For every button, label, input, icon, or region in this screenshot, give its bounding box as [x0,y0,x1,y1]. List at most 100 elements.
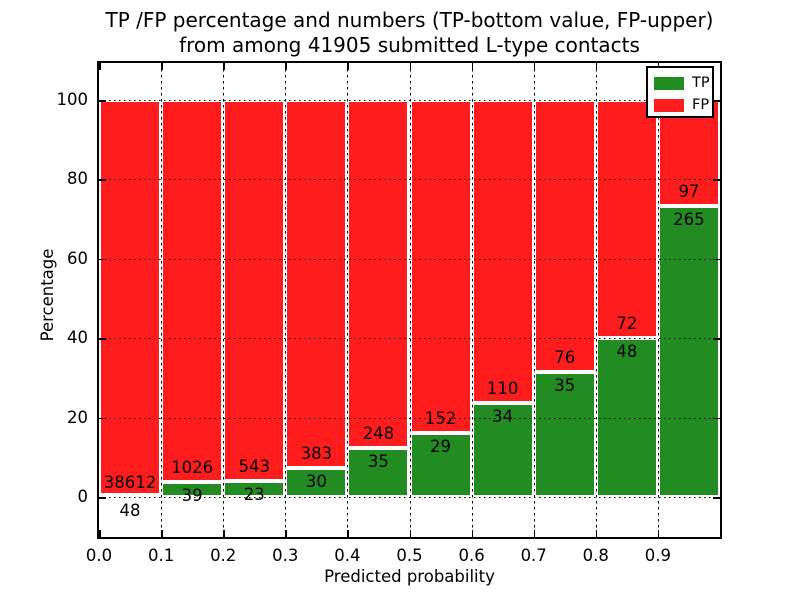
gridline-vertical [409,63,411,537]
x-tick-mark [471,63,474,70]
y-tick-mark [99,417,106,420]
x-tick-label: 0.7 [520,546,547,565]
plot-area: TP FP 38612 48 1026 39 543 23 383 30 248 35 152 29 1… [57,61,722,565]
gridline-vertical [595,63,597,537]
x-tick-mark [285,63,287,70]
tp-count-label: 48 [616,342,638,362]
bar-segment-fp [471,100,534,404]
fp-count-label: 248 [362,423,395,443]
bar-group [595,100,658,497]
bar-group [471,100,534,497]
x-tick-mark [533,530,536,537]
legend: TP FP [646,66,714,118]
tp-count-label: 48 [119,500,141,520]
y-tick-mark [713,179,720,181]
bar-segment-tp [285,468,348,497]
bar-segment-fp [99,100,162,497]
bar-group [657,100,720,497]
fp-count-label: 152 [424,409,457,429]
bar-segment-tp [223,480,286,497]
gridline-vertical [347,63,349,537]
fp-count-label: 110 [486,379,519,399]
fp-count-label: 38612 [103,472,157,492]
tp-count-label: 29 [430,437,452,457]
bar-segment-fp [285,100,348,469]
x-tick-label: 0.6 [458,546,485,565]
x-tick-mark [161,530,163,537]
legend-label-fp: FP [692,96,710,113]
bar-segment-tp [161,482,224,497]
x-tick-mark [99,530,101,537]
y-tick-mark [99,100,106,102]
x-tick-mark [409,530,411,537]
x-tick-label: 0.5 [396,546,423,565]
y-tick-mark [713,497,720,499]
gridline-vertical [471,63,473,537]
x-tick-mark [533,63,536,70]
y-tick-label: 100 [56,90,89,109]
x-tick-mark [347,530,349,537]
y-tick-label: 0 [77,487,89,506]
bar-segment-tp [409,433,472,497]
tp-count-label: 35 [367,451,389,471]
gridline-vertical [533,63,535,537]
bar-group [347,100,410,497]
x-tick-label: 0.4 [334,546,361,565]
y-tick-mark [99,497,106,499]
bar-segment-tp [347,447,410,497]
bar-segment-fp [347,100,410,448]
gridline-vertical [161,63,163,537]
bar-segment-tp [471,403,534,497]
y-tick-label: 60 [67,248,88,268]
gridline-vertical [285,63,287,537]
y-tick-mark [99,179,106,181]
bar-group [161,100,224,497]
fp-count-label: 383 [300,444,333,464]
bar-group [533,100,596,497]
y-tick-label: 40 [67,328,88,348]
tp-count-label: 23 [243,484,265,504]
x-tick-label: 0.0 [85,546,113,565]
x-tick-label: 0.1 [147,546,175,565]
chart-title-line2: from among 41905 submitted L-type contac… [179,33,640,57]
tp-count-label: 34 [492,407,514,427]
fp-count-label: 97 [678,182,700,202]
legend-swatch-tp-icon [654,76,684,90]
y-tick-mark [99,258,106,261]
x-tick-label: 0.2 [210,546,237,565]
fp-count-label: 543 [238,456,270,476]
legend-swatch-fp-icon [654,98,684,112]
gridline-vertical [657,63,659,537]
x-tick-mark [657,530,660,537]
y-axis-label: Percentage [38,248,57,342]
bar-segment-fp [533,100,596,372]
x-tick-label: 0.9 [644,546,672,565]
y-tick-label: 80 [67,169,88,189]
bar-segment-fp [223,100,286,481]
tp-count-label: 30 [305,472,327,492]
y-tick-mark [713,100,720,102]
bar-segment-tp [533,371,596,497]
x-tick-mark [595,63,598,70]
gridline-vertical [223,63,225,537]
tp-count-label: 265 [673,210,705,230]
x-tick-mark [161,63,163,70]
y-tick-mark [713,338,720,340]
x-tick-label: 0.3 [272,546,299,565]
bar-segment-tp [657,206,720,497]
bar-segment-fp [409,100,472,434]
fp-count-label: 76 [554,347,576,367]
bar-segment-fp [595,100,658,339]
bar-group [99,100,162,497]
x-tick-mark [595,530,598,537]
tp-count-label: 39 [181,486,203,506]
x-tick-mark [285,530,287,537]
y-tick-label: 20 [67,407,88,427]
bar-segment-tp [99,493,162,497]
x-tick-label: 0.8 [582,546,609,565]
chart-title-line1: TP /FP percentage and numbers (TP-bottom… [105,8,714,32]
legend-row-tp: TP [654,72,710,94]
legend-label-tp: TP [692,74,710,91]
x-tick-mark [471,530,474,537]
x-axis-label: Predicted probability [324,567,495,586]
